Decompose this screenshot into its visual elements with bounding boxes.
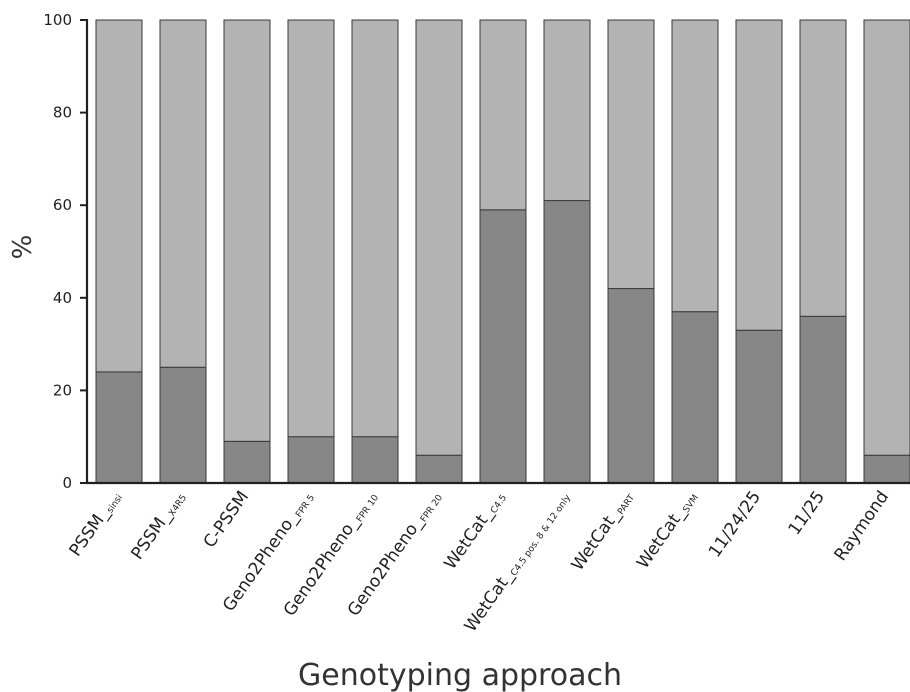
x-tick-label-main: WetCat_: [633, 503, 690, 573]
x-tick-label-main: 11/25: [785, 487, 829, 539]
x-tick-label-main: WetCat_: [441, 504, 498, 574]
x-tick-label-subscript: C4.5: [489, 493, 509, 516]
x-tick-label-main: WetCat_: [568, 505, 625, 575]
y-tick-label: 40: [53, 289, 72, 307]
x-tick-label-subscript: FPR 5: [294, 493, 317, 520]
y-tick-label: 80: [53, 104, 72, 122]
bar-segment-lower-11: [735, 329, 783, 484]
bar-segment-lower-3: [223, 440, 271, 484]
x-axis-label: Genotyping approach: [298, 658, 622, 692]
y-ticks-group: 0 20 40 60 80 100: [43, 11, 87, 492]
x-tick-label: PSSM_sinsi: [66, 487, 125, 560]
bar-segment-lower-12: [799, 315, 847, 484]
bar-segment-upper-13: [863, 19, 910, 456]
bar-segment-upper-10: [671, 19, 719, 313]
y-tick-label: 20: [53, 381, 72, 399]
y-axis-label: %: [8, 235, 38, 260]
y-tick-label: 100: [43, 11, 72, 29]
bar-segment-lower-10: [671, 311, 719, 484]
x-tick-label-subscript: SVM: [682, 493, 701, 515]
bars-group: [95, 19, 910, 484]
x-tick-label: Geno2Pheno_FPR 20: [344, 487, 445, 620]
y-tick-label: 60: [53, 196, 72, 214]
bar-segment-upper-7: [479, 19, 527, 211]
bar-segment-upper-3: [223, 19, 271, 442]
bar-segment-upper-6: [415, 19, 463, 456]
x-tick-label: 11/25: [785, 487, 829, 539]
bar-segment-upper-2: [159, 19, 207, 368]
bar-segment-lower-7: [479, 209, 527, 484]
bar-segment-lower-5: [351, 436, 399, 484]
bar-segment-upper-9: [607, 19, 655, 290]
x-tick-label: WetCat_SVM: [633, 487, 701, 572]
x-tick-label-subscript: FPR 20: [419, 493, 445, 524]
x-tick-label: WetCat_PART: [568, 487, 638, 575]
bar-segment-lower-13: [863, 454, 910, 484]
bar-segment-lower-4: [287, 436, 335, 484]
x-tick-label-main: WetCat_: [461, 566, 518, 636]
bar-segment-upper-5: [351, 19, 399, 438]
bar-segment-lower-6: [415, 454, 463, 484]
x-tick-label-subscript: FPR 10: [355, 493, 381, 524]
x-tick-label-main: C-PSSM: [200, 487, 253, 551]
bar-segment-upper-4: [287, 19, 335, 438]
x-tick-label-subscript: PART: [616, 493, 637, 517]
bar-segment-lower-1: [95, 371, 143, 484]
x-tick-label-subscript: C4.5 pos. 8 & 12 only: [509, 493, 573, 579]
x-tick-label-subscript: X4R5: [167, 493, 189, 518]
bar-segment-upper-11: [735, 19, 783, 331]
bar-segment-upper-1: [95, 19, 143, 373]
bar-segment-lower-8: [543, 200, 591, 484]
x-tick-label-main: PSSM_: [66, 503, 114, 560]
axes-group: [85, 19, 910, 485]
bar-segment-upper-8: [543, 19, 591, 202]
x-tick-label: PSSM_X4R5: [127, 487, 189, 563]
x-tick-label-main: Raymond: [831, 487, 894, 564]
x-tick-label-main: PSSM_: [127, 507, 175, 564]
y-tick-label: 0: [62, 474, 72, 492]
x-tick-label: Raymond: [831, 487, 894, 564]
x-tick-label: 11/24/25: [705, 487, 765, 561]
bar-segment-upper-12: [799, 19, 847, 317]
x-tick-label-subscript: sinsi: [105, 493, 125, 515]
x-tick-label: WetCat_C4.5: [441, 487, 510, 573]
x-tick-label: C-PSSM: [200, 487, 253, 551]
x-tick-label-main: 11/24/25: [705, 487, 765, 561]
bar-segment-lower-9: [607, 288, 655, 484]
bar-segment-lower-2: [159, 366, 207, 484]
